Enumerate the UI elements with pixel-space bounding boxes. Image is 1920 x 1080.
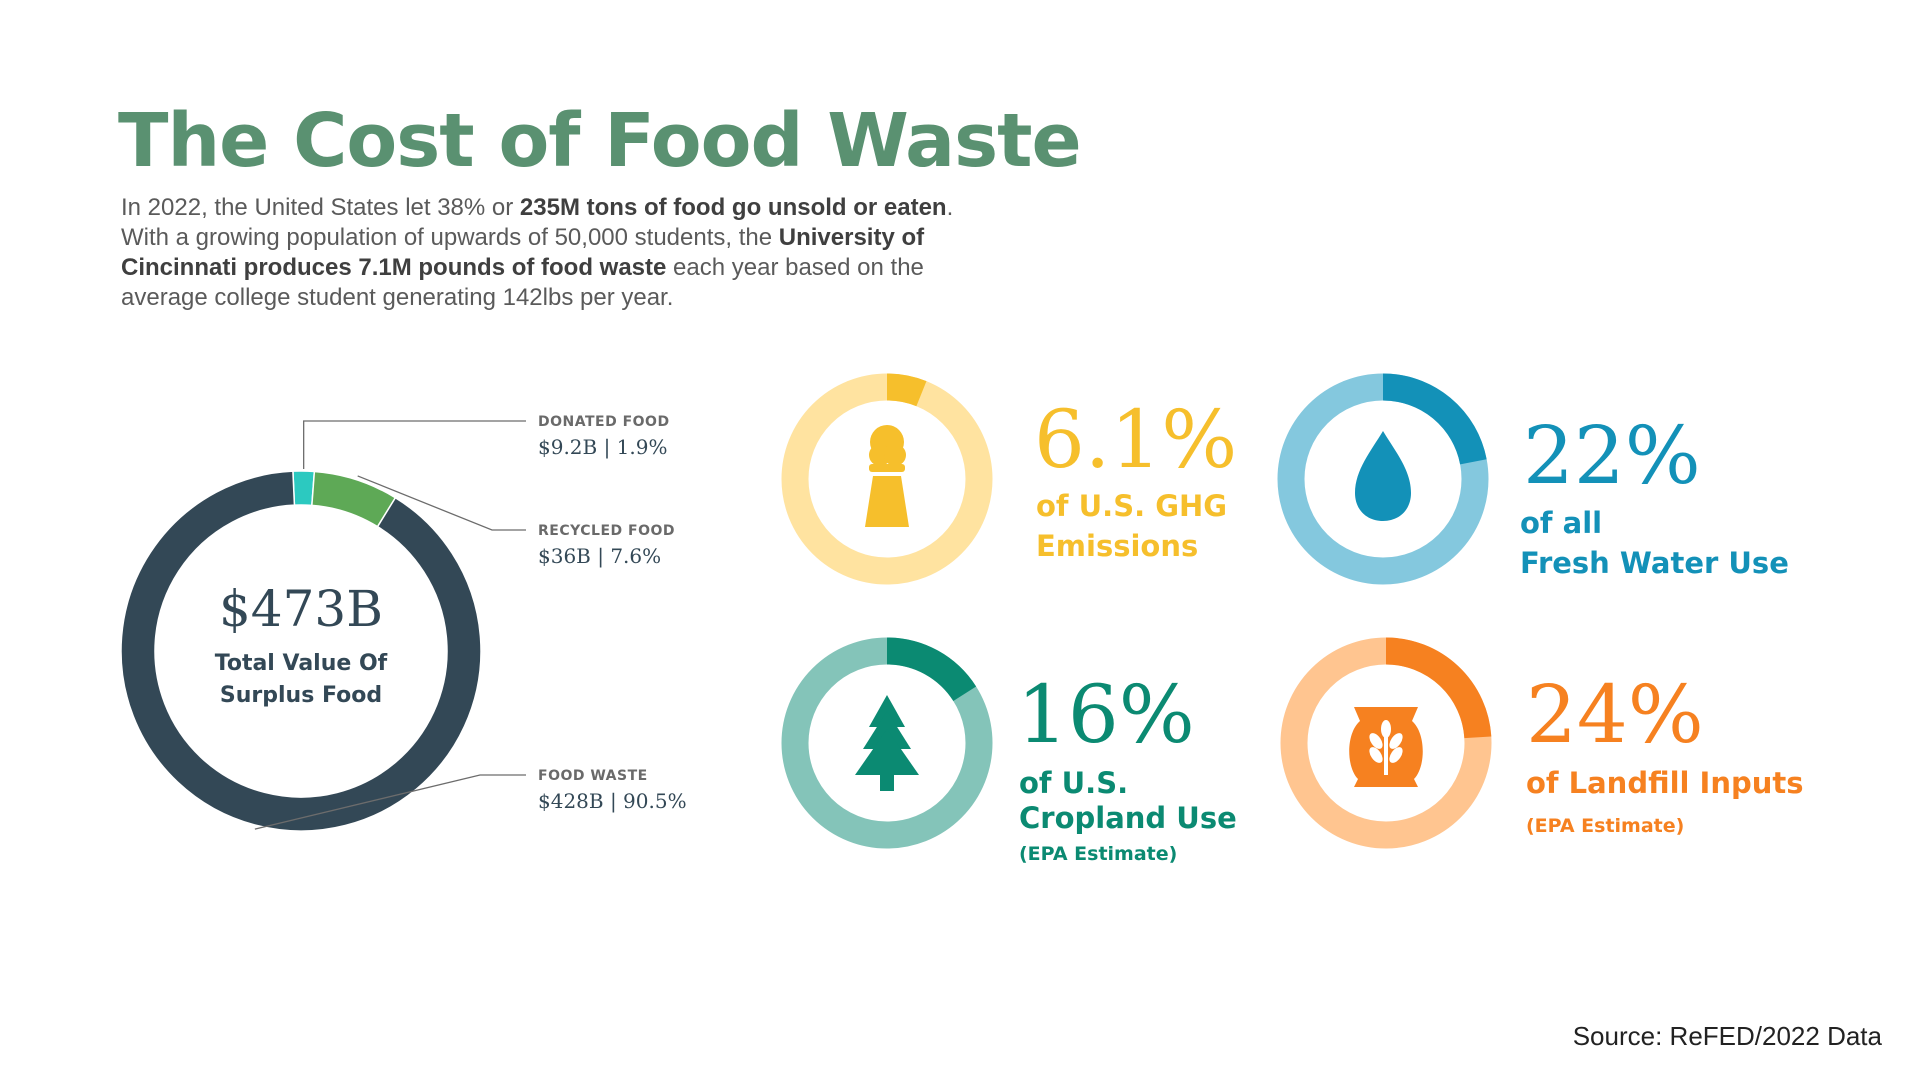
leader-line-0 xyxy=(303,420,526,470)
water-percentage: 22% xyxy=(1523,409,1701,502)
ghg-description-line-1: of U.S. GHG xyxy=(1036,489,1228,523)
ghg-description-line-2: Emissions xyxy=(1036,529,1199,563)
slice-label-name-1: RECYCLED FOOD xyxy=(538,523,675,539)
grain-sack-icon xyxy=(1349,707,1423,787)
tree-icon xyxy=(855,695,919,791)
donut-slice-donated-food xyxy=(292,470,316,507)
donut-center-value: $473B xyxy=(219,580,383,638)
intro-text-part-4: each year based on the average college s… xyxy=(121,254,924,311)
source-citation: Source: ReFED/2022 Data xyxy=(1572,1021,1882,1051)
cropland-note: (EPA Estimate) xyxy=(1019,843,1178,865)
smokestack-icon xyxy=(865,425,909,527)
slice-label-name-2: FOOD WASTE xyxy=(538,768,648,784)
landfill-ring-chart xyxy=(1280,637,1492,849)
cropland-percentage: 16% xyxy=(1017,668,1195,761)
water-description-line-1: of all xyxy=(1520,506,1603,540)
intro-text-part-1: 235M tons of food go unsold or eaten xyxy=(519,194,947,221)
ghg-ring-value-arc xyxy=(781,373,993,585)
water-ring-value-arc xyxy=(1277,373,1489,585)
water-ring-chart xyxy=(1277,373,1489,585)
cropland-description-line-1: of U.S. xyxy=(1019,766,1129,800)
cropland-ring-value-arc xyxy=(781,637,993,849)
donut-center-label-line-2: Surplus Food xyxy=(220,683,382,708)
donut-center-label-line-1: Total Value Of xyxy=(215,651,388,676)
intro-paragraph: In 2022, the United States let 38% or 23… xyxy=(121,193,1001,313)
water-drop-icon xyxy=(1355,431,1411,521)
intro-text-part-2: . With a growing population of upwards o… xyxy=(121,194,954,251)
landfill-description-line-1: of Landfill Inputs xyxy=(1526,766,1804,800)
landfill-percentage: 24% xyxy=(1526,668,1704,761)
slice-label-name-0: DONATED FOOD xyxy=(538,414,670,430)
donut-slice-food-waste xyxy=(120,470,482,832)
landfill-note: (EPA Estimate) xyxy=(1526,815,1685,837)
surplus-food-donut-chart: $473B Total Value Of Surplus Food DONATE… xyxy=(120,414,687,832)
ghg-ring-chart xyxy=(781,373,993,585)
slice-label-detail-0: $9.2B | 1.9% xyxy=(538,435,668,460)
intro-text-part-0: In 2022, the United States let 38% or xyxy=(121,194,520,221)
slice-label-detail-1: $36B | 7.6% xyxy=(538,544,661,569)
cropland-ring-chart xyxy=(781,637,993,849)
landfill-ring-value-arc xyxy=(1280,637,1492,849)
water-description-line-2: Fresh Water Use xyxy=(1520,546,1789,580)
leader-line-1 xyxy=(357,475,526,531)
cropland-description-line-2: Cropland Use xyxy=(1019,801,1237,835)
ghg-percentage: 6.1% xyxy=(1034,393,1238,486)
leader-line-2 xyxy=(254,774,526,830)
page-title: The Cost of Food Waste xyxy=(118,98,1082,184)
intro-text-part-3: University of Cincinnati produces 7.1M p… xyxy=(121,224,925,281)
slice-label-detail-2: $428B | 90.5% xyxy=(538,789,687,814)
